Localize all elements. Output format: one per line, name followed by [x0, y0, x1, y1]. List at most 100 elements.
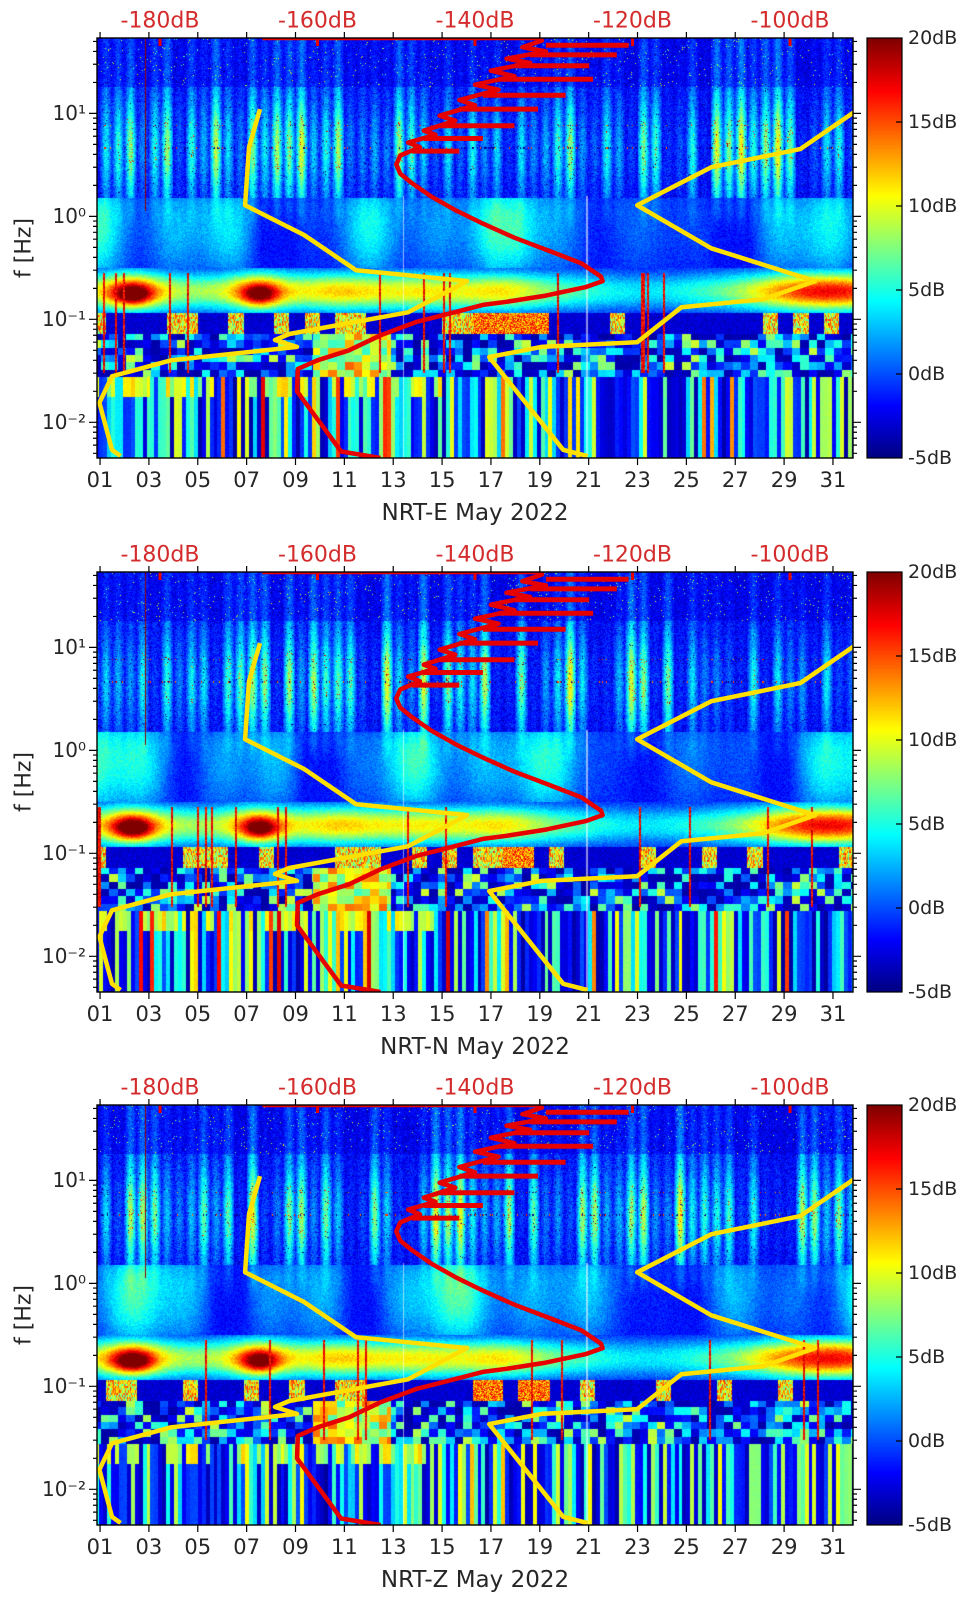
y-tick-label: 10⁻²	[41, 410, 86, 435]
x-tick-label: 23	[624, 468, 651, 492]
x-tick-label: 03	[135, 468, 163, 492]
colorbar-tick-label: 15dB	[908, 111, 958, 133]
top-axis-tick-label: -180dB	[120, 542, 200, 568]
x-tick-label: 11	[330, 1535, 358, 1559]
x-tick-label: 15	[428, 1535, 456, 1559]
x-tick-label: 13	[379, 1535, 407, 1559]
top-axis-tick-label: -120dB	[593, 8, 672, 34]
colorbar-tick-label: 0dB	[908, 363, 946, 385]
x-tick-label: 17	[477, 1002, 505, 1026]
colorbar-tick-label: 15dB	[908, 645, 958, 667]
x-tick-label: 01	[86, 1002, 114, 1026]
y-tick-label: 10⁰	[52, 1271, 86, 1296]
x-tick-label: 31	[819, 1535, 847, 1559]
x-tick-label: 21	[575, 1535, 603, 1559]
x-tick-label: 13	[379, 1002, 407, 1026]
x-tick-label: 03	[135, 1002, 163, 1026]
colorbar-tick-label: 10dB	[908, 195, 958, 217]
x-tick-label: 01	[86, 468, 114, 492]
spectrogram-canvas-nrt-n	[97, 572, 853, 992]
x-tick-label: 21	[575, 1002, 603, 1026]
x-tick-label: 23	[624, 1002, 651, 1026]
colorbar-tick-label: 20dB	[908, 561, 958, 583]
y-tick-label: 10⁻²	[41, 944, 86, 969]
colorbar-tick-label: 5dB	[908, 1346, 946, 1368]
x-axis-label: NRT-Z May 2022	[380, 1567, 570, 1593]
colorbar-tick-label: -5dB	[908, 1514, 953, 1536]
x-tick-label: 07	[233, 1002, 260, 1026]
x-tick-label: 05	[184, 1535, 212, 1559]
y-tick-label: 10¹	[52, 635, 86, 660]
x-tick-label: 21	[575, 468, 603, 492]
colorbar-tick-label: -5dB	[908, 447, 953, 469]
y-tick-label: 10⁻¹	[41, 307, 86, 332]
x-tick-label: 07	[233, 1535, 260, 1559]
y-tick-label: 10⁻¹	[41, 841, 86, 866]
x-tick-label: 09	[282, 1002, 309, 1026]
top-axis-tick-label: -180dB	[120, 8, 200, 34]
x-tick-label: 11	[330, 468, 358, 492]
y-axis-label: f [Hz]	[11, 218, 37, 278]
x-tick-label: 25	[673, 468, 700, 492]
x-tick-label: 15	[428, 1002, 456, 1026]
y-tick-label: 10⁰	[52, 204, 86, 229]
x-axis-label: NRT-N May 2022	[380, 1034, 570, 1060]
x-tick-label: 15	[428, 468, 456, 492]
x-tick-label: 09	[282, 1535, 309, 1559]
x-tick-label: 07	[233, 468, 260, 492]
colorbar-tick-label: 0dB	[908, 1430, 946, 1452]
top-axis-tick-label: -140dB	[435, 8, 515, 34]
top-axis-tick-label: -140dB	[435, 1075, 515, 1101]
y-tick-label: 10⁻¹	[41, 1374, 86, 1399]
x-tick-label: 11	[330, 1002, 358, 1026]
colorbar-tick-label: -5dB	[908, 981, 953, 1003]
x-tick-label: 19	[526, 468, 554, 492]
y-tick-label: 10⁻²	[41, 1477, 86, 1502]
x-tick-label: 17	[477, 468, 505, 492]
x-tick-label: 29	[770, 1002, 798, 1026]
spectrogram-canvas-nrt-e	[97, 38, 853, 458]
x-axis-label: NRT-E May 2022	[381, 500, 569, 526]
x-tick-label: 09	[282, 468, 309, 492]
x-tick-label: 27	[721, 1002, 749, 1026]
spectrogram-canvas-nrt-z	[97, 1105, 853, 1525]
colorbar-tick-label: 10dB	[908, 1262, 958, 1284]
x-tick-label: 31	[819, 468, 847, 492]
x-tick-label: 31	[819, 1002, 847, 1026]
colorbar-canvas-nrt-z	[867, 1105, 902, 1525]
x-tick-label: 13	[379, 468, 407, 492]
top-axis-tick-label: -100dB	[750, 542, 830, 568]
x-tick-label: 19	[526, 1002, 554, 1026]
colorbar-canvas-nrt-e	[867, 38, 902, 458]
colorbar-tick-label: 20dB	[908, 27, 958, 49]
x-tick-label: 25	[673, 1002, 700, 1026]
x-tick-label: 05	[184, 1002, 212, 1026]
x-tick-label: 25	[673, 1535, 700, 1559]
colorbar-tick-label: 5dB	[908, 813, 946, 835]
top-axis-tick-label: -180dB	[120, 1075, 200, 1101]
x-tick-label: 23	[624, 1535, 651, 1559]
colorbar-tick-label: 5dB	[908, 279, 946, 301]
x-tick-label: 01	[86, 1535, 114, 1559]
top-axis-tick-label: -100dB	[750, 8, 830, 34]
y-tick-label: 10¹	[52, 1168, 86, 1193]
top-axis-tick-label: -140dB	[435, 542, 515, 568]
x-tick-label: 29	[770, 468, 798, 492]
colorbar-tick-label: 20dB	[908, 1094, 958, 1116]
y-tick-label: 10⁰	[52, 738, 86, 763]
x-tick-label: 17	[477, 1535, 505, 1559]
top-axis-tick-label: -100dB	[750, 1075, 830, 1101]
x-tick-label: 19	[526, 1535, 554, 1559]
y-axis-label: f [Hz]	[11, 752, 37, 812]
y-tick-label: 10¹	[52, 101, 86, 126]
x-tick-label: 05	[184, 468, 212, 492]
colorbar-tick-label: 0dB	[908, 897, 946, 919]
top-axis-tick-label: -120dB	[593, 542, 672, 568]
colorbar-tick-label: 15dB	[908, 1178, 958, 1200]
top-axis-tick-label: -160dB	[278, 542, 357, 568]
top-axis-tick-label: -160dB	[278, 8, 357, 34]
top-axis-tick-label: -160dB	[278, 1075, 357, 1101]
x-tick-label: 27	[721, 468, 749, 492]
top-axis-tick-label: -120dB	[593, 1075, 672, 1101]
